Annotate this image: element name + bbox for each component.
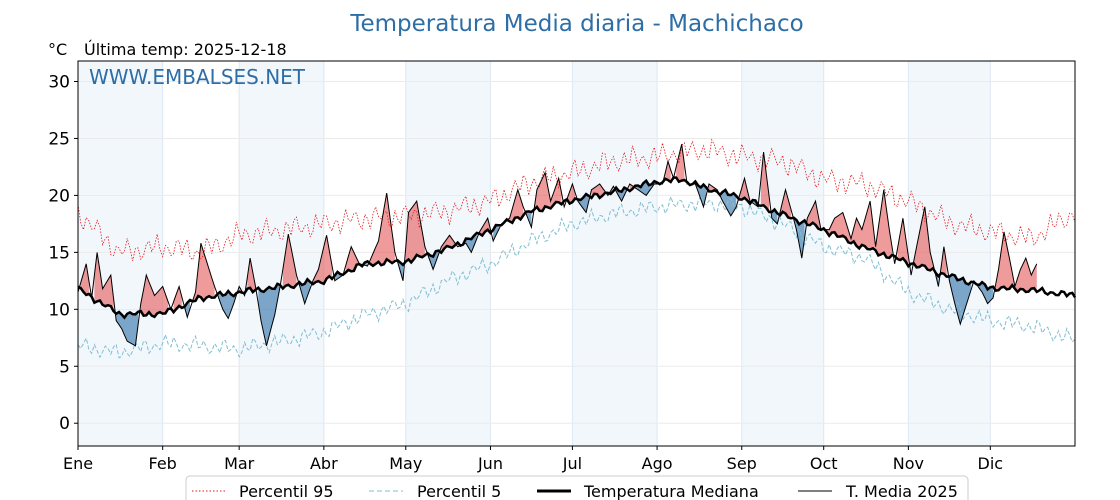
plot-frame [77,60,1076,447]
unit-label: °C [48,40,67,59]
chart-title: Temperatura Media diaria - Machichaco [349,11,803,37]
month-band-8 [741,61,824,446]
p95-line [77,138,1076,261]
x-tick-label-0: Ene [63,454,93,473]
x-tick-label-5: Jun [477,454,503,473]
x-tick-label-7: Ago [642,454,673,473]
p5-line [77,193,1076,359]
legend-label-p5: Percentil 5 [417,482,501,500]
month-shading [78,61,991,446]
legend-label-current: T. Media 2025 [845,482,958,500]
gridlines [78,61,1075,446]
y-tick-label-4: 20 [48,186,70,206]
y-tick-label-1: 5 [59,357,70,377]
x-tick-label-11: Dic [978,454,1004,473]
legend-label-p95: Percentil 95 [239,482,334,500]
axes: 0 5 10 15 20 25 30 Ene Feb Mar Abr May Jun Jul Ago Sep O… [48,73,1003,473]
y-tick-label-0: 0 [59,414,70,434]
legend-box [185,475,969,500]
x-tick-label-10: Nov [893,454,924,473]
x-tick-label-9: Oct [810,454,838,473]
y-tick-label-3: 15 [48,243,70,263]
month-band-2 [239,61,324,446]
x-tick-label-4: May [389,454,422,473]
month-band-6 [572,61,658,446]
x-tick-label-1: Feb [149,454,177,473]
watermark: WWW.EMBALSES.NET [89,65,306,89]
x-tick-label-2: Mar [224,454,255,473]
y-tick-label-5: 25 [48,129,70,149]
current-year-line [77,144,1038,347]
x-tick-label-3: Abr [310,454,338,473]
anomaly-fills [80,144,1037,346]
month-band-0 [78,61,163,446]
y-tick-label-6: 30 [48,73,70,93]
x-tick-label-6: Jul [562,454,582,473]
median-line [77,176,1077,320]
x-tick-label-8: Sep [727,454,757,473]
above-median-fill [80,144,1037,317]
series-lines [77,138,1077,359]
last-reading-label: Última temp: 2025-12-18 [84,40,287,59]
legend-label-median: Temperatura Mediana [583,482,759,500]
legend: Percentil 95 Percentil 5 Temperatura Med… [185,475,969,500]
y-tick-label-2: 10 [48,300,70,320]
